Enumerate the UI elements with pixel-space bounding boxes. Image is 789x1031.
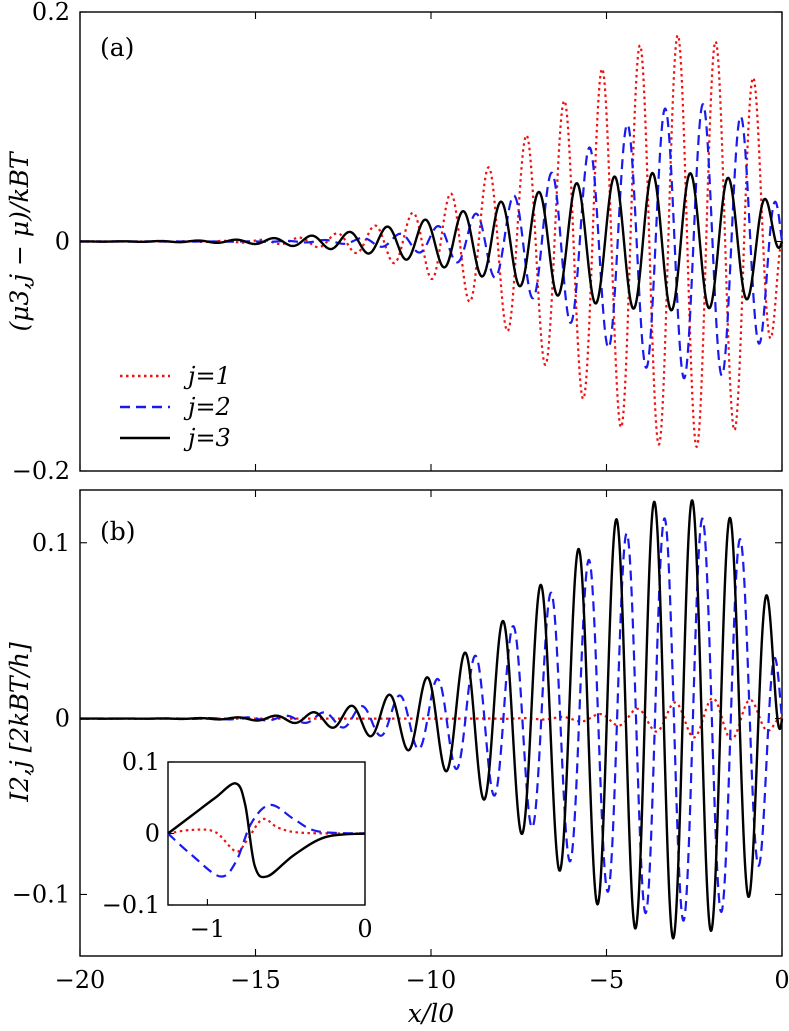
inset-x-tick-label: 0 [357, 915, 372, 943]
legend-label-j1: j=1 [183, 362, 231, 390]
legend-label-j2: j=2 [183, 393, 231, 421]
x-tick-label: −15 [230, 966, 281, 994]
inset: −1 0 −0.1 0 0.1 [102, 748, 373, 943]
panel-b-ticks: −20 −15 −10 −5 0−0.100.1 [12, 490, 789, 994]
inset-series-j2 [167, 803, 366, 878]
x-tick-label: −10 [406, 966, 457, 994]
y-tick-label: 0 [55, 228, 70, 256]
panel-a-label: (a) [100, 33, 134, 62]
x-axis-label: x/l0 [408, 999, 455, 1028]
panel-b: −20 −15 −10 −5 0−0.100.1 (b) I2,j [2kBT/h] x… [5, 489, 789, 1028]
panel-b-lines [79, 499, 784, 940]
y-tick-label: 0.1 [32, 529, 70, 557]
panel-a-ticks: −0.2 0 0.2 [12, 0, 783, 485]
inset-lines [167, 782, 366, 879]
panel-b-ylabel: I2,j [2kBT/h] [5, 642, 34, 803]
panel-a-ylabel: (μ3,j − μ)/kBT [5, 150, 34, 331]
x-tick-label: −5 [589, 966, 624, 994]
inset-y-tick-label: −0.1 [102, 891, 160, 919]
inset-y-tick-label: 0.1 [122, 748, 160, 776]
series-j3 [79, 499, 784, 940]
panel-a: −0.2 0 0.2 (a) (μ3,j − μ)/kBT j=1 j=2 j=3 [5, 0, 784, 485]
x-tick-label: 0 [774, 966, 789, 994]
legend-label-j3: j=3 [183, 424, 231, 452]
panel-b-label: (b) [100, 517, 136, 546]
legend: j=1 j=2 j=3 [120, 362, 231, 452]
panel-a-lines [79, 34, 784, 448]
y-tick-label: −0.2 [12, 457, 70, 485]
inset-y-tick-label: 0 [145, 820, 160, 848]
inset-x-tick-label: −1 [190, 915, 225, 943]
series-j3 [79, 171, 784, 312]
y-tick-label: 0 [55, 705, 70, 733]
inset-series-j3 [167, 782, 366, 879]
x-tick-label: −20 [55, 966, 106, 994]
series-j1 [79, 34, 783, 448]
inset-ticks: −1 0 −0.1 0 0.1 [102, 748, 373, 943]
y-tick-label: 0.2 [32, 0, 70, 26]
inset-series-j1 [167, 817, 366, 853]
y-tick-label: −0.1 [12, 880, 70, 908]
